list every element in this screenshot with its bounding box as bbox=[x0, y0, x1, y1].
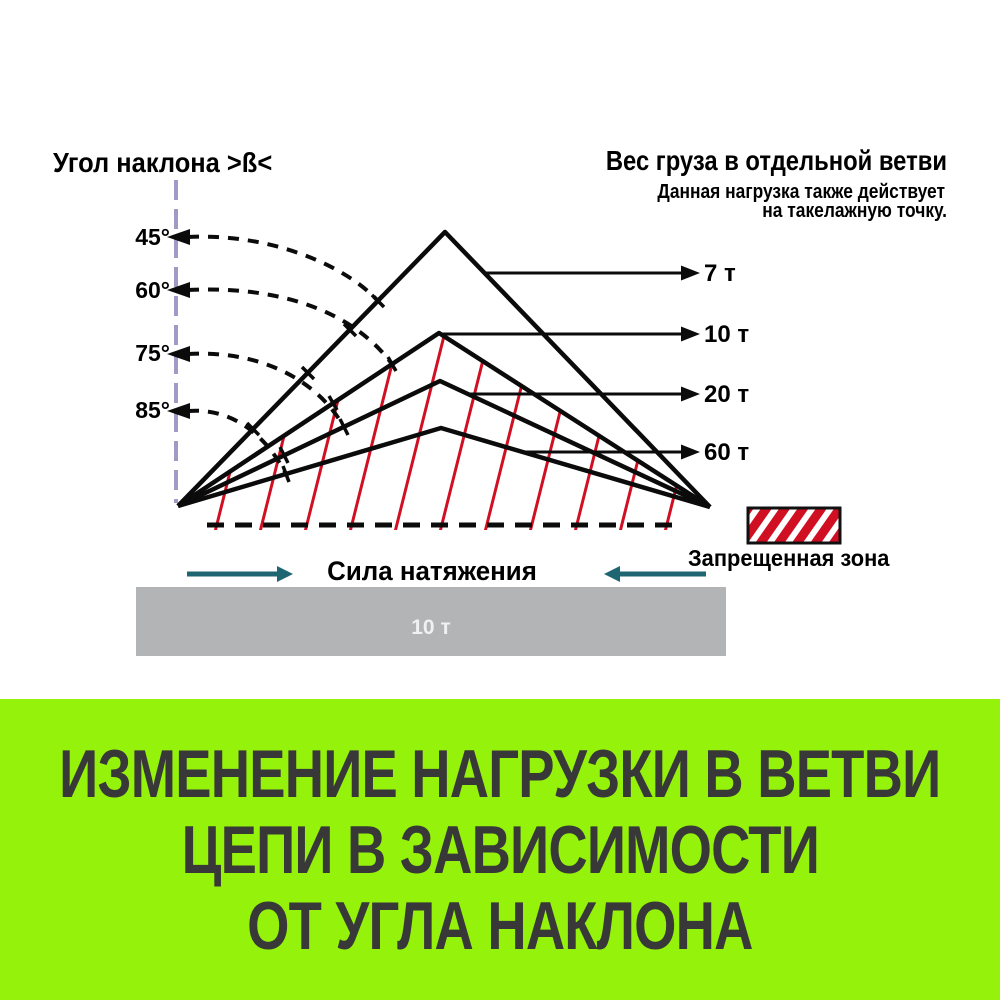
left-axis-title: Угол наклона >ß< bbox=[53, 147, 272, 178]
triangle-85deg-60t bbox=[177, 425, 711, 510]
weight-label-60t: 60 т bbox=[704, 439, 749, 466]
angle-label-75: 75° bbox=[135, 340, 170, 366]
tension-arrow-left bbox=[187, 566, 293, 582]
arc-arrowhead-45 bbox=[167, 229, 190, 245]
right-title: Вес груза в отдельной ветви bbox=[606, 144, 947, 176]
weight-label-10t: 10 т bbox=[704, 321, 749, 348]
triangle-45deg-7t bbox=[176, 229, 712, 509]
angle-arc-60 bbox=[187, 287, 398, 372]
forbidden-zone-label: Запрещенная зона bbox=[688, 545, 890, 571]
angle-label-85: 85° bbox=[135, 397, 170, 423]
weight-label-20t: 20 т bbox=[704, 381, 749, 408]
arc-arrowhead-85 bbox=[167, 403, 190, 419]
weight-arrow-7t bbox=[484, 265, 700, 281]
angle-label-45: 45° bbox=[135, 224, 170, 250]
right-note-line2: на такелажную точку. bbox=[762, 199, 947, 221]
forbidden-zone-hatch bbox=[178, 333, 710, 530]
load-angle-diagram: Угол наклона >ß< Вес груза в отдельной в… bbox=[53, 144, 947, 656]
angle-arc-45 bbox=[187, 234, 386, 309]
load-bar bbox=[136, 587, 726, 656]
weight-arrow-60t bbox=[523, 444, 700, 460]
angle-arc-75 bbox=[187, 351, 350, 436]
arc-arrowhead-75 bbox=[167, 346, 190, 362]
triangle-75deg-20t bbox=[177, 378, 711, 510]
forbidden-zone-swatch bbox=[746, 506, 842, 545]
title-banner: ИЗМЕНЕНИЕ НАГРУЗКИ В ВЕТВИ ЦЕПИ В ЗАВИСИ… bbox=[0, 699, 1000, 1000]
arc-arrowhead-60 bbox=[167, 282, 190, 298]
load-bar-label: 10 т bbox=[411, 616, 450, 639]
right-note-line1: Данная нагрузка также действует bbox=[657, 180, 945, 202]
weight-arrow-20t bbox=[468, 386, 700, 402]
weight-arrow-10t bbox=[441, 326, 700, 342]
weight-label-7t: 7 т bbox=[704, 260, 736, 287]
banner-line-2: ЦЕПИ В ЗАВИСИМОСТИ bbox=[181, 811, 819, 888]
banner-line-3: ОТ УГЛА НАКЛОНА bbox=[247, 887, 753, 964]
angle-label-60: 60° bbox=[135, 277, 170, 303]
tension-arrow-right bbox=[604, 566, 706, 582]
tension-label: Сила натяжения bbox=[327, 556, 537, 587]
banner-line-1: ИЗМЕНЕНИЕ НАГРУЗКИ В ВЕТВИ bbox=[59, 735, 941, 812]
triangle-60deg-10t bbox=[176, 330, 712, 509]
